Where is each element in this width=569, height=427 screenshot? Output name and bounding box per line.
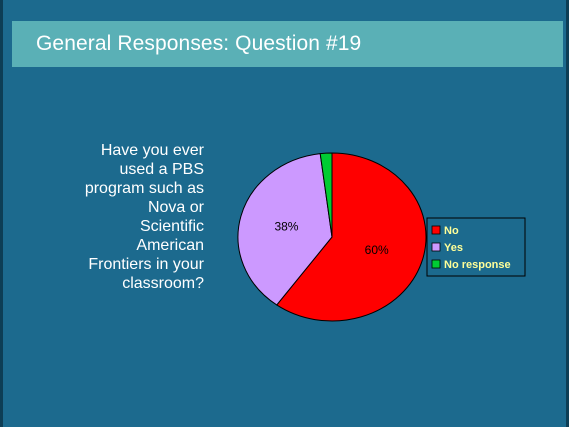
legend-label-no: No [444,225,459,237]
pie-slice-yes [237,153,333,306]
title-bar: General Responses: Question #19 [12,21,563,67]
slide-title: General Responses: Question #19 [36,32,362,55]
legend-label-yes: Yes [444,242,463,254]
pie-slice-no [276,152,427,322]
slice-label-no: 60% [365,243,389,257]
question-text: Have you ever used a PBS program such as… [84,142,204,292]
legend-swatch-no [431,225,441,235]
chart-legend: No Yes No response [426,217,526,277]
pie-slices [237,152,427,322]
legend-swatch-no-response [431,259,441,269]
pie-chart: 60% 38% No Yes No response [237,152,526,322]
legend-label-no-response: No response [444,259,511,271]
pie-slice-labels: 60% 38% [274,220,389,257]
legend-swatch-yes [431,242,441,252]
pie-slice-no-response [319,152,333,238]
legend-box [426,217,526,277]
slice-label-yes: 38% [274,220,298,234]
